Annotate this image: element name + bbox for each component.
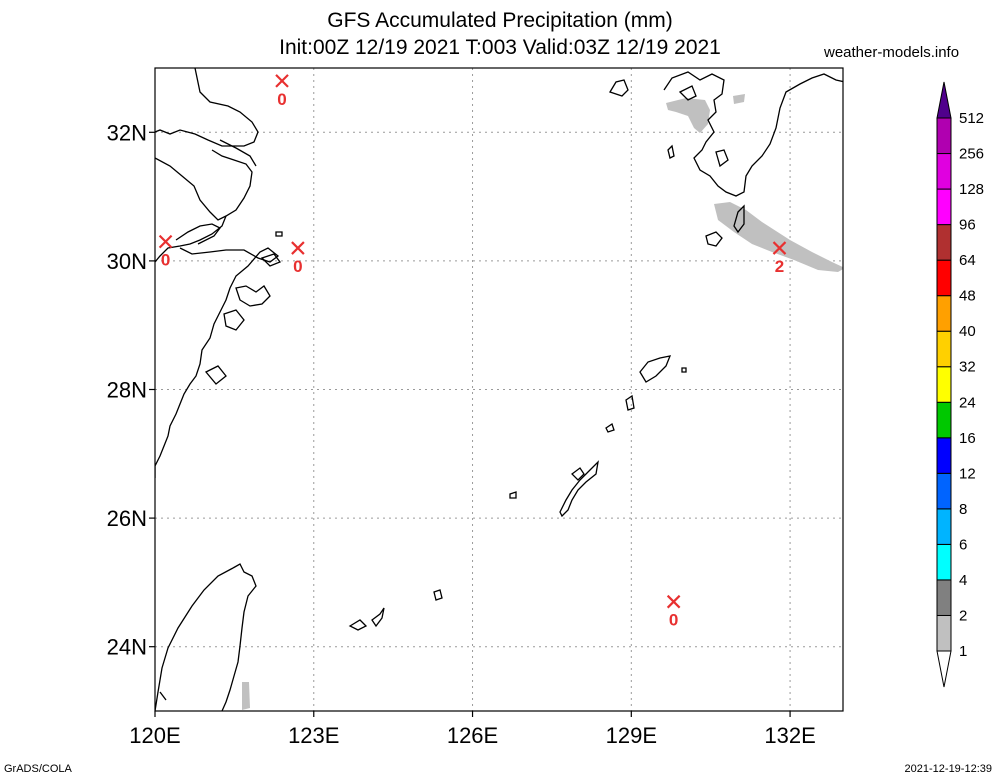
colorbar-label: 512 — [959, 110, 984, 127]
map-gridlines — [155, 68, 843, 711]
colorbar-label: 24 — [959, 394, 976, 411]
colorbar-label: 96 — [959, 217, 976, 234]
colorbar-label: 48 — [959, 288, 976, 305]
colorbar-label: 1 — [959, 643, 967, 660]
colorbar-swatch — [936, 543, 952, 581]
colorbar-label: 128 — [959, 181, 984, 198]
colorbar-label: 256 — [959, 146, 984, 163]
colorbar-high-arrow — [936, 81, 952, 119]
colorbar-label: 32 — [959, 359, 976, 376]
station-marker: 0 — [158, 234, 173, 270]
colorbar-label: 16 — [959, 430, 976, 447]
station-marker: 0 — [275, 74, 289, 109]
colorbar-swatch — [936, 472, 952, 510]
colorbar-label: 8 — [959, 501, 967, 518]
lat-tick-label: 30N — [107, 249, 147, 274]
colorbar-swatch — [936, 437, 952, 474]
colorbar-swatch — [936, 401, 952, 439]
colorbar-label: 12 — [959, 465, 976, 482]
station-marker: 0 — [666, 594, 681, 630]
render-timestamp: 2021-12-19-12:39 — [904, 763, 992, 775]
lon-tick-label: 120E — [129, 723, 180, 748]
colorbar-swatch — [936, 153, 952, 190]
station-marker: 2 — [772, 241, 787, 276]
lon-tick-label: 132E — [764, 723, 815, 748]
software-credit: GrADS/COLA — [4, 763, 72, 775]
colorbar-swatch — [936, 508, 952, 545]
coastlines — [155, 68, 843, 711]
station-value: 2 — [775, 257, 784, 276]
station-value: 0 — [277, 90, 286, 109]
colorbar-swatch — [936, 366, 952, 403]
colorbar-label: 6 — [959, 536, 967, 553]
lon-tick-label: 123E — [288, 723, 339, 748]
station-value: 0 — [669, 611, 678, 630]
colorbar-swatch — [936, 614, 952, 652]
colorbar-swatch — [936, 224, 952, 261]
lat-tick-label: 26N — [107, 506, 147, 531]
precip-shading — [242, 94, 843, 710]
lat-tick-label: 28N — [107, 378, 147, 403]
map-content: 0 0 0 2 0 — [155, 68, 843, 711]
map-title: GFS Accumulated Precipitation (mm) — [327, 9, 673, 32]
station-markers: 0 0 0 2 0 — [158, 74, 787, 630]
colorbar-low-arrow — [936, 650, 952, 688]
station-value: 0 — [161, 251, 170, 270]
colorbar-swatch — [936, 117, 952, 155]
station-marker: 0 — [291, 241, 305, 276]
site-credit: weather-models.info — [824, 44, 960, 61]
station-value: 0 — [293, 257, 302, 276]
colorbar-swatch — [936, 295, 952, 332]
colorbar-swatch — [936, 188, 952, 226]
lat-tick-label: 32N — [107, 120, 147, 145]
colorbar-label: 2 — [959, 607, 967, 624]
colorbar-swatch — [936, 579, 952, 616]
lat-tick-label: 24N — [107, 635, 147, 660]
colorbar-label: 4 — [959, 572, 967, 589]
colorbar-label: 64 — [959, 252, 976, 269]
colorbar-swatch — [936, 330, 952, 368]
lon-tick-label: 126E — [447, 723, 498, 748]
colorbar-label: 40 — [959, 323, 976, 340]
axis-ticks: 120E 123E 126E 129E 132E 24N 26N 28N 30N 32N — [107, 120, 816, 748]
colorbar-swatch — [936, 259, 952, 297]
lon-tick-label: 129E — [606, 723, 657, 748]
map-subtitle: Init:00Z 12/19 2021 T:003 Valid:03Z 12/1… — [279, 36, 721, 59]
